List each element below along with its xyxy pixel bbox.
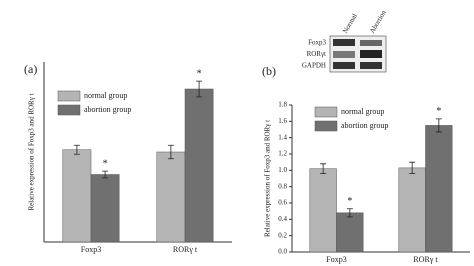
bar bbox=[62, 149, 92, 243]
blot-band bbox=[360, 40, 382, 46]
legend-swatch bbox=[57, 90, 81, 102]
significance-mark: * bbox=[436, 106, 441, 117]
y-tick-label: 1.6 bbox=[278, 117, 287, 125]
y-tick-label: 0.6 bbox=[278, 199, 287, 207]
blot-band bbox=[333, 39, 355, 46]
error-bar bbox=[320, 163, 327, 174]
legend-swatch bbox=[57, 104, 81, 116]
significance-mark: * bbox=[347, 196, 352, 207]
x-tick-label: RORγ t bbox=[173, 245, 198, 254]
y-tick-label: 0.2 bbox=[278, 231, 287, 239]
y-tick-label: 0.4 bbox=[278, 215, 287, 223]
x-tick-label: Foxp3 bbox=[81, 245, 101, 254]
y-tick-label: 0.8 bbox=[278, 182, 287, 190]
error-bar bbox=[435, 118, 442, 133]
blot-column-label: Abortion bbox=[368, 8, 388, 34]
legend-label: normal group bbox=[84, 91, 127, 100]
panel-label: (a) bbox=[24, 62, 37, 76]
blot-band bbox=[360, 62, 382, 69]
significance-mark: * bbox=[103, 158, 108, 169]
legend-label: abortion group bbox=[341, 121, 388, 130]
error-bar bbox=[409, 161, 416, 174]
blot-row-label: Foxp3 bbox=[308, 39, 326, 47]
x-tick-label: RORγ t bbox=[413, 255, 438, 264]
bar bbox=[309, 168, 337, 253]
error-bar bbox=[196, 80, 203, 98]
significance-mark: * bbox=[197, 68, 202, 79]
bar bbox=[184, 88, 214, 243]
legend-label: abortion group bbox=[84, 105, 131, 114]
legend-label: normal group bbox=[341, 107, 384, 116]
y-tick-label: 0.0 bbox=[278, 248, 287, 256]
blot-band bbox=[333, 51, 355, 58]
error-bar bbox=[102, 170, 109, 179]
blot-row-label: RORγt bbox=[307, 50, 326, 58]
error-bar bbox=[73, 144, 80, 155]
blot-band bbox=[333, 62, 355, 69]
y-axis-label: Relative expression of Foxp3 and RORγ t bbox=[264, 120, 272, 237]
y-tick-label: 1.2 bbox=[278, 150, 287, 158]
blot-band bbox=[360, 50, 382, 58]
y-tick-label: 1.8 bbox=[278, 101, 287, 109]
bar bbox=[398, 167, 426, 253]
y-tick-label: 1.0 bbox=[278, 166, 287, 174]
error-bar bbox=[346, 208, 353, 218]
blot-column-label: Normal bbox=[341, 12, 359, 35]
blot-row-label: GAPDH bbox=[302, 62, 326, 70]
panel-label: (b) bbox=[262, 64, 276, 78]
y-tick-label: 1.4 bbox=[278, 133, 287, 141]
legend-swatch bbox=[314, 106, 338, 118]
bar bbox=[425, 125, 453, 253]
bar bbox=[156, 151, 186, 243]
y-axis-label: Relative expression of Foxp3 and RORγ t bbox=[28, 93, 36, 210]
bar bbox=[90, 174, 120, 243]
legend-swatch bbox=[314, 120, 338, 132]
error-bar bbox=[167, 144, 174, 160]
bar bbox=[336, 212, 364, 253]
x-tick-label: Foxp3 bbox=[326, 255, 346, 264]
